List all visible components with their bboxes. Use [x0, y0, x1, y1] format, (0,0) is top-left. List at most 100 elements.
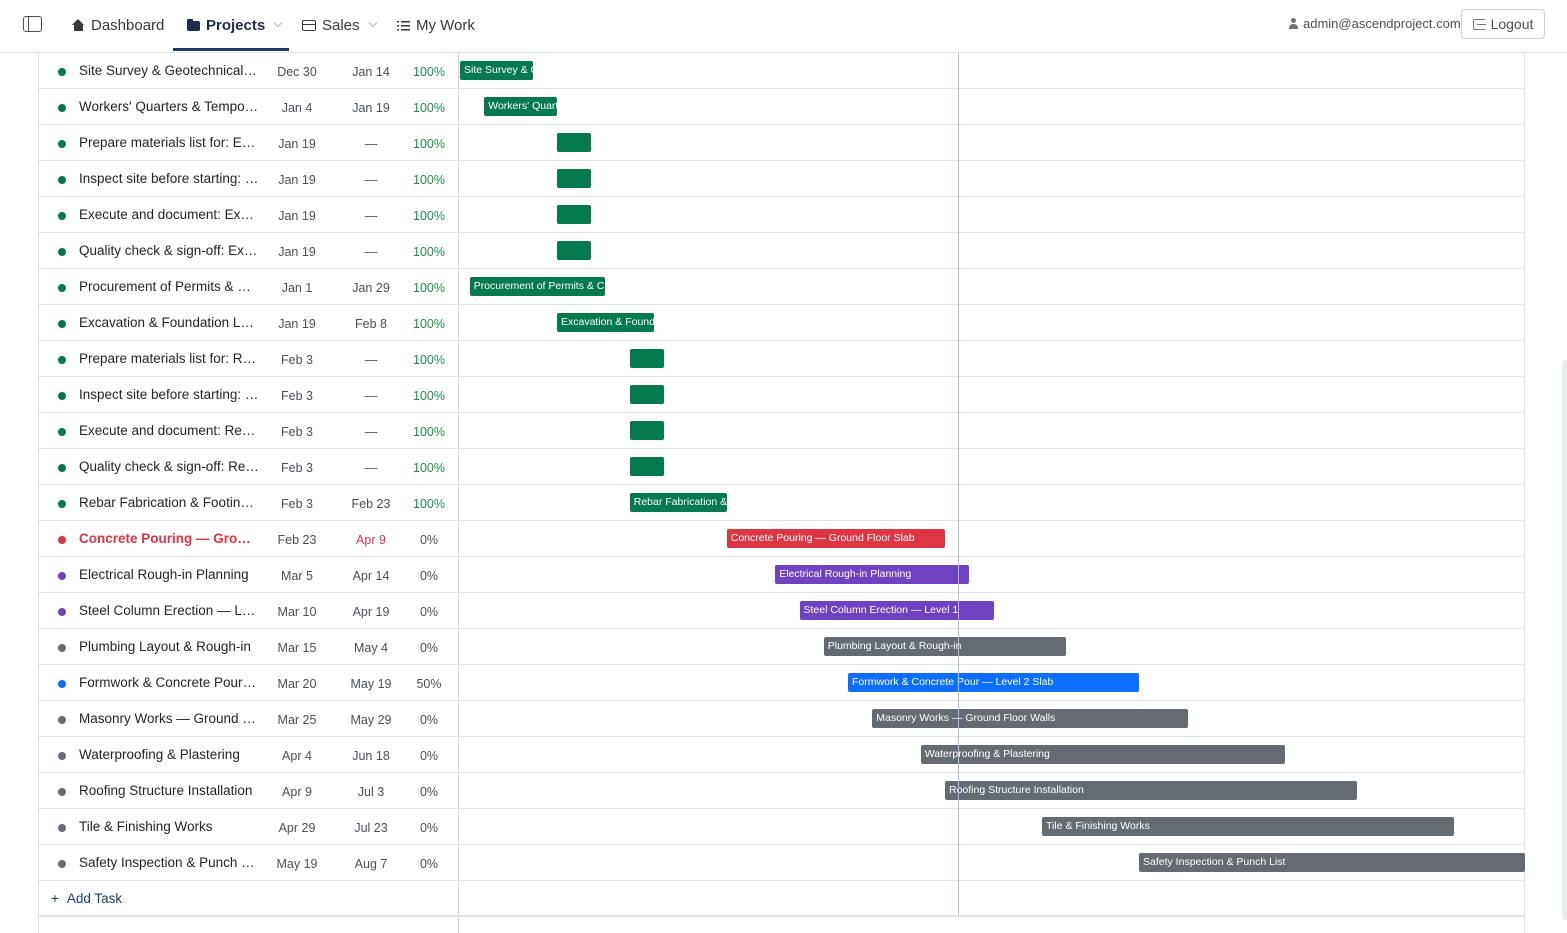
nav-sales[interactable]: Sales — [302, 0, 377, 50]
task-row[interactable]: Tile & Finishing Works Apr 29 Jul 23 0% Tile… — [39, 809, 1525, 845]
gantt-bar[interactable]: Steel Column Erection — Level 1 — [799, 601, 994, 620]
task-name[interactable]: Masonry Works — Ground Floor Walls — [79, 711, 259, 726]
task-row[interactable]: Plumbing Layout & Rough-in Mar 15 May 4 0% P… — [39, 629, 1525, 665]
task-progress: 0% — [419, 569, 439, 583]
task-row[interactable]: Prepare materials list for: Excavation Ja… — [39, 125, 1525, 161]
task-row[interactable]: Concrete Pouring — Ground Floor Slab Feb … — [39, 521, 1525, 557]
vertical-scrollbar[interactable] — [1562, 360, 1567, 920]
gantt-bar[interactable]: Plumbing Layout & Rough-in — [823, 637, 1067, 656]
task-row[interactable]: Steel Column Erection — Level 1 Mar 10 Apr… — [39, 593, 1525, 629]
task-name[interactable]: Execute and document: Rebar Fabrication — [79, 423, 259, 438]
gantt-bar[interactable] — [629, 421, 664, 440]
task-name[interactable]: Inspect site before starting: Rebar Fabr… — [79, 387, 259, 402]
task-row[interactable]: Rebar Fabrication & Footing Installation… — [39, 485, 1525, 521]
task-name[interactable]: Procurement of Permits & Clearances — [79, 279, 259, 294]
task-name[interactable]: Safety Inspection & Punch List — [79, 855, 259, 870]
grid-divider[interactable] — [458, 53, 459, 933]
task-row[interactable]: Procurement of Permits & Clearances Jan 1… — [39, 269, 1525, 305]
user-menu[interactable]: admin@ascendproject.com — [1289, 16, 1461, 31]
gantt-bar[interactable]: Procurement of Permits & Clearances — [469, 277, 606, 296]
add-task-button[interactable]: + Add Task — [39, 881, 459, 915]
task-name[interactable]: Inspect site before starting: Excavation — [79, 171, 259, 186]
task-name[interactable]: Waterproofing & Plastering — [79, 747, 240, 762]
task-name[interactable]: Tile & Finishing Works — [79, 819, 213, 834]
task-end-date: May 29 — [350, 713, 392, 727]
status-dot — [58, 572, 66, 580]
gantt-bar[interactable]: Electrical Rough-in Planning — [775, 565, 970, 584]
gantt-bar[interactable] — [557, 133, 591, 152]
gantt-bar[interactable] — [557, 169, 591, 188]
task-row[interactable]: Masonry Works — Ground Floor Walls Mar 25… — [39, 701, 1525, 737]
gantt-bar[interactable]: Masonry Works — Ground Floor Walls — [872, 709, 1188, 728]
task-row[interactable]: Workers' Quarters & Temporary Facilities… — [39, 89, 1525, 125]
task-name[interactable]: Excavation & Foundation Layout — [79, 315, 259, 330]
gantt-bar[interactable] — [557, 205, 591, 224]
gantt-bar[interactable]: Rebar Fabrication & Footing Installation — [629, 493, 727, 512]
task-name[interactable]: Site Survey & Geotechnical Investigation — [79, 63, 259, 78]
gantt-bar[interactable]: Concrete Pouring — Ground Floor Slab — [726, 529, 945, 548]
user-icon — [1289, 18, 1298, 29]
task-name[interactable]: Quality check & sign-off: Rebar Fabricat… — [79, 459, 259, 474]
status-dot — [58, 464, 66, 472]
task-row[interactable]: Electrical Rough-in Planning Mar 5 Apr 14 0… — [39, 557, 1525, 593]
task-name[interactable]: Electrical Rough-in Planning — [79, 567, 249, 582]
nav-dashboard[interactable]: Dashboard — [72, 0, 164, 50]
task-name[interactable]: Prepare materials list for: Rebar Fabric… — [79, 351, 259, 366]
status-dot — [58, 248, 66, 256]
gantt-bar[interactable]: Site Survey & Geotechnical Investigation — [460, 61, 533, 80]
task-row[interactable]: Excavation & Foundation Layout Jan 19 Feb … — [39, 305, 1525, 341]
user-email: admin@ascendproject.com — [1303, 16, 1461, 31]
task-name[interactable]: Quality check & sign-off: Excavation — [79, 243, 259, 258]
task-start-date: Apr 29 — [278, 821, 316, 835]
task-row[interactable]: Quality check & sign-off: Rebar Fabricat… — [39, 449, 1525, 485]
task-row[interactable]: Inspect site before starting: Excavation… — [39, 161, 1525, 197]
top-navbar: Dashboard Projects Sales My Work admin@a… — [0, 0, 1567, 53]
nav-projects[interactable]: Projects — [187, 0, 283, 50]
task-start-date: Jan 19 — [278, 245, 316, 259]
task-progress: 0% — [419, 857, 439, 871]
task-name[interactable]: Workers' Quarters & Temporary Facilities — [79, 99, 259, 114]
task-row[interactable]: Inspect site before starting: Rebar Fabr… — [39, 377, 1525, 413]
task-name[interactable]: Steel Column Erection — Level 1 — [79, 603, 259, 618]
task-row[interactable]: Safety Inspection & Punch List May 19 Aug … — [39, 845, 1525, 881]
sidebar-toggle-icon[interactable] — [23, 16, 42, 32]
task-row[interactable]: Prepare materials list for: Rebar Fabric… — [39, 341, 1525, 377]
task-row[interactable]: Site Survey & Geotechnical Investigation… — [39, 53, 1525, 89]
active-nav-indicator — [173, 48, 289, 51]
gantt-bar[interactable]: Waterproofing & Plastering — [920, 745, 1285, 764]
gantt-bar[interactable]: Formwork & Concrete Pour — Level 2 Slab — [848, 673, 1139, 692]
task-row[interactable]: Execute and document: Rebar Fabrication F… — [39, 413, 1525, 449]
gantt-bar[interactable]: Roofing Structure Installation — [945, 781, 1358, 800]
gantt-bar[interactable]: Safety Inspection & Punch List — [1139, 853, 1525, 872]
task-start-date: May 19 — [276, 857, 318, 871]
task-start-date: Mar 25 — [277, 713, 317, 727]
nav-projects-label: Projects — [206, 16, 266, 34]
task-name[interactable]: Rebar Fabrication & Footing Installation — [79, 495, 259, 510]
status-dot — [58, 104, 66, 112]
task-row[interactable]: Quality check & sign-off: Excavation Jan … — [39, 233, 1525, 269]
home-icon — [72, 19, 85, 31]
task-name[interactable]: Formwork & Concrete Pour — Level 2 Slab — [79, 675, 259, 690]
task-end-date: Feb 23 — [351, 497, 391, 511]
logout-button[interactable]: Logout — [1461, 9, 1545, 39]
logout-label: Logout — [1490, 16, 1534, 32]
task-row[interactable]: Formwork & Concrete Pour — Level 2 Slab M… — [39, 665, 1525, 701]
task-progress: 100% — [413, 461, 445, 475]
gantt-bar[interactable]: Excavation & Foundation Layout — [557, 313, 654, 332]
gantt-bar[interactable]: Tile & Finishing Works — [1042, 817, 1455, 836]
task-row[interactable]: Roofing Structure Installation Apr 9 Jul 3… — [39, 773, 1525, 809]
task-row[interactable]: Execute and document: Excavation Jan 19 — 1… — [39, 197, 1525, 233]
task-row[interactable]: Waterproofing & Plastering Apr 4 Jun 18 0% W… — [39, 737, 1525, 773]
gantt-bar[interactable] — [629, 349, 664, 368]
task-name[interactable]: Roofing Structure Installation — [79, 783, 253, 798]
gantt-bar[interactable] — [629, 457, 664, 476]
gantt-bar[interactable] — [557, 241, 591, 260]
task-name[interactable]: Execute and document: Excavation — [79, 207, 259, 222]
nav-my-work[interactable]: My Work — [397, 0, 475, 50]
task-name[interactable]: Prepare materials list for: Excavation — [79, 135, 259, 150]
gantt-bar[interactable]: Workers' Quarters & Temporary Facilities — [484, 97, 557, 116]
task-name[interactable]: Concrete Pouring — Ground Floor Slab — [79, 531, 259, 546]
task-name[interactable]: Plumbing Layout & Rough-in — [79, 639, 251, 654]
gantt-bar[interactable] — [629, 385, 664, 404]
task-end-date: Apr 9 — [356, 533, 386, 547]
